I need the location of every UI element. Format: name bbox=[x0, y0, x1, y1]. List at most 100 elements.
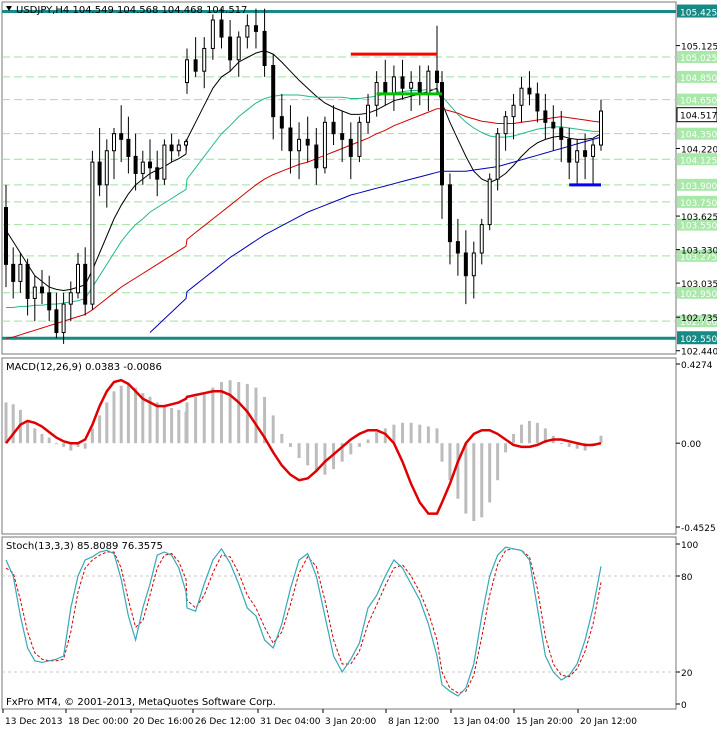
candle bbox=[140, 150, 145, 185]
candle-body bbox=[236, 36, 241, 61]
price-pane: 105.425 105.025 104.850 104.650 104.350 104.1… bbox=[1, 1, 717, 358]
macd-axis: 0.4274 0.00 -0.4525 bbox=[676, 361, 716, 534]
candle bbox=[297, 122, 302, 180]
stochastic-axis: 100 80 20 0 bbox=[676, 541, 698, 711]
macd-histogram-bar bbox=[219, 382, 223, 444]
copyright-watermark: FxPro MT4, © 2001-2013, MetaQuotes Softw… bbox=[6, 697, 276, 708]
candle bbox=[253, 8, 258, 49]
major-level-label: 102.550 bbox=[680, 335, 717, 345]
annotation-lines bbox=[350, 52, 601, 187]
candle bbox=[591, 139, 596, 185]
symbol-header: USDJPY,H4 104.549 104.568 104.468 104.51… bbox=[16, 5, 247, 16]
dashed-level-tag bbox=[677, 249, 717, 262]
candle bbox=[76, 253, 80, 299]
macd-histogram-bar bbox=[76, 443, 80, 447]
time-tick-label: 13 Jan 04:00 bbox=[453, 717, 510, 727]
candle bbox=[527, 71, 532, 106]
time-tick-label: 18 Dec 00:00 bbox=[68, 717, 129, 727]
candle bbox=[4, 184, 8, 288]
candle bbox=[262, 8, 267, 77]
candle-body bbox=[455, 241, 460, 254]
dashed-level-label: 102.700 bbox=[680, 318, 717, 328]
price-levels bbox=[2, 10, 676, 340]
candle bbox=[54, 292, 59, 339]
time-tick-label: 8 Jan 12:00 bbox=[388, 717, 440, 727]
macd-histogram-bar bbox=[54, 443, 58, 445]
candle-body bbox=[40, 286, 44, 294]
candle bbox=[366, 93, 371, 134]
candle-body bbox=[435, 70, 439, 84]
macd-histogram-bar bbox=[418, 424, 422, 444]
candle bbox=[112, 128, 116, 180]
candle-body bbox=[348, 138, 353, 157]
macd-histogram-bar bbox=[357, 443, 361, 447]
macd-histogram-bar bbox=[559, 443, 563, 445]
candle-body bbox=[148, 161, 152, 169]
macd-histogram-bar bbox=[323, 443, 327, 475]
macd-histogram-bar bbox=[126, 383, 130, 444]
price-tick-label: 102.735 bbox=[681, 314, 717, 324]
candle-body bbox=[409, 82, 414, 89]
candle bbox=[479, 218, 484, 265]
macd-histogram-bar bbox=[271, 415, 275, 444]
stochastic-pane-frame bbox=[1, 536, 677, 710]
candle bbox=[155, 150, 160, 197]
macd-histogram-bar bbox=[83, 443, 87, 449]
dashed-level-label: 104.650 bbox=[680, 97, 717, 107]
macd-histogram-bar bbox=[488, 443, 492, 503]
macd-histogram-bar bbox=[254, 387, 258, 444]
candle-body bbox=[104, 150, 109, 186]
macd-histogram-bar bbox=[314, 443, 318, 471]
macd-histogram-bar bbox=[98, 415, 102, 444]
dashed-level-tag bbox=[677, 315, 717, 328]
time-tick-label: 13 Dec 2013 bbox=[5, 717, 63, 727]
candle bbox=[348, 122, 353, 180]
collapse-triangle-icon[interactable] bbox=[6, 6, 12, 11]
candle-body bbox=[4, 207, 8, 265]
macd-histogram-bar bbox=[543, 428, 547, 444]
candle bbox=[511, 93, 516, 140]
macd-histogram-bar bbox=[40, 433, 44, 444]
candle-body bbox=[90, 161, 95, 305]
stochastic-tick-label: 0 bbox=[681, 701, 687, 711]
candle-body bbox=[193, 59, 198, 72]
candle-body bbox=[527, 87, 532, 95]
macd-histogram-bar bbox=[228, 380, 232, 444]
macd-histogram-bar bbox=[472, 443, 476, 521]
macd-histogram-bar bbox=[480, 443, 484, 518]
macd-signal-line bbox=[5, 378, 602, 515]
candle bbox=[575, 139, 580, 185]
stochastic-tick-label: 20 bbox=[681, 669, 693, 679]
candle-body bbox=[599, 110, 603, 146]
macd-histogram-bar bbox=[185, 402, 189, 444]
macd-histogram-bar bbox=[496, 443, 500, 481]
macd-histogram-bar bbox=[33, 428, 37, 444]
time-tick-label: 20 Dec 16:00 bbox=[133, 717, 194, 727]
candle bbox=[583, 133, 588, 180]
dashed-level-tag bbox=[677, 195, 717, 208]
major-level-tag bbox=[677, 4, 717, 18]
price-tick-label: 105.125 bbox=[681, 43, 717, 53]
macd-histogram-bar bbox=[599, 435, 603, 444]
candle bbox=[219, 8, 224, 49]
price-tick-label: 103.035 bbox=[681, 280, 717, 290]
dashed-level-label: 104.125 bbox=[680, 156, 717, 166]
macd-histogram-bar bbox=[448, 443, 452, 481]
candle bbox=[357, 116, 362, 163]
macd-histogram-bar bbox=[47, 437, 51, 444]
macd-histogram-bar bbox=[383, 428, 387, 444]
candle bbox=[11, 247, 16, 299]
candle bbox=[271, 54, 276, 140]
current-price-label: 104.517 bbox=[680, 112, 717, 122]
macd-histogram-bar bbox=[134, 387, 138, 444]
macd-histogram-bar bbox=[426, 426, 430, 444]
candle bbox=[119, 105, 124, 163]
candle-body bbox=[511, 104, 516, 118]
candle-body bbox=[262, 30, 267, 66]
candle bbox=[305, 116, 310, 163]
candle bbox=[18, 253, 23, 293]
candle bbox=[471, 241, 476, 299]
macd-histogram bbox=[4, 380, 603, 521]
candle bbox=[236, 31, 241, 77]
time-tick-label: 31 Dec 04:00 bbox=[260, 717, 321, 727]
